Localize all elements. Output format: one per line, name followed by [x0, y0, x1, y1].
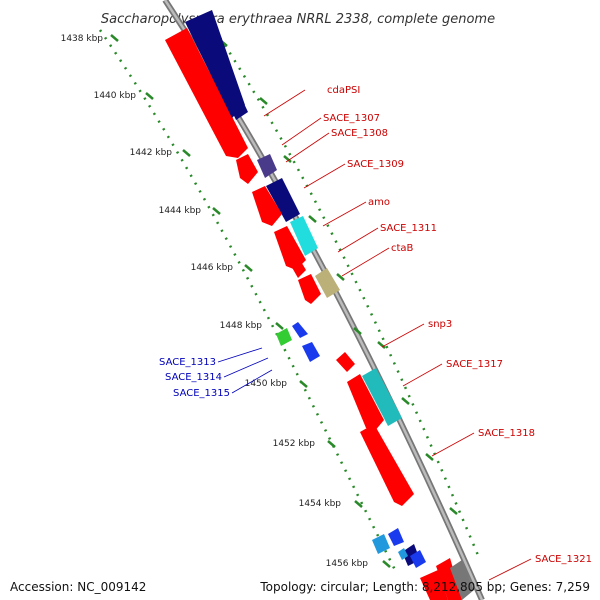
scale-tick-label: 1456 kbp: [326, 559, 369, 569]
gene-label: SACE_1307: [323, 113, 380, 124]
scale-tick-mark: [425, 453, 434, 461]
gene-label-leader: [303, 163, 346, 189]
gene-label: SACE_1314: [165, 372, 222, 383]
accession-text: Accession: NC_009142: [10, 580, 147, 594]
gene-label-leader: [231, 369, 273, 394]
scale-tick-label: 1440 kbp: [94, 91, 137, 101]
scale-tick-mark: [354, 500, 363, 508]
scale-tick-label: 1450 kbp: [245, 379, 288, 389]
gene-feature: [398, 548, 408, 560]
scale-tick-mark: [377, 341, 386, 349]
gene-feature: [372, 534, 390, 554]
gene-feature: [420, 570, 448, 600]
scale-tick-mark: [182, 149, 191, 157]
gene-label-leader: [337, 227, 379, 253]
scale-tick-mark: [382, 560, 391, 568]
scale-tick-label: 1452 kbp: [273, 439, 316, 449]
gene-feature: [252, 186, 282, 226]
gene-label: SACE_1315: [173, 388, 230, 399]
scale-tick-mark: [401, 397, 410, 405]
gene-label-leader: [381, 323, 425, 348]
gene-label: cdaPSI: [327, 85, 360, 96]
gene-feature: [360, 424, 414, 506]
gene-label: SACE_1311: [380, 223, 437, 234]
gene-features: [165, 10, 474, 600]
gene-label-leader: [402, 363, 443, 387]
gene-label: SACE_1309: [347, 159, 404, 170]
gene-feature: [436, 558, 462, 600]
gene-label-leader: [431, 432, 475, 457]
gene-feature: [336, 352, 355, 372]
scale-tick-label: 1438 kbp: [61, 34, 104, 44]
gene-label-leader: [341, 247, 390, 277]
scale-tick-label: 1446 kbp: [191, 263, 234, 273]
scale-tick-mark: [283, 155, 292, 163]
topology-text: Topology: circular; Length: 8,212,805 bp…: [260, 580, 590, 594]
scale-tick-mark: [299, 380, 308, 388]
gene-label-leader: [217, 347, 263, 363]
gene-label: amo: [368, 197, 390, 208]
gene-feature: [347, 374, 384, 432]
gene-feature: [290, 260, 306, 278]
scale-tick-label: 1448 kbp: [220, 321, 263, 331]
gene-label: SACE_1321: [535, 554, 592, 565]
scale-tick-mark: [353, 327, 362, 335]
gene-label-leader: [285, 132, 330, 163]
gene-feature: [236, 154, 258, 184]
gene-feature: [290, 216, 318, 256]
gene-label-leader: [281, 117, 322, 146]
gene-feature: [298, 274, 321, 304]
scale-tick-mark: [110, 34, 119, 42]
gene-label-leader: [488, 558, 532, 581]
gene-feature: [276, 328, 292, 346]
gene-label: SACE_1308: [331, 128, 388, 139]
gene-label: SACE_1317: [446, 359, 503, 370]
gene-feature: [362, 368, 402, 426]
scale-tick-mark: [308, 215, 317, 223]
scale-tick-label: 1442 kbp: [130, 148, 173, 158]
gene-feature: [205, 44, 248, 120]
scale-tick-mark: [327, 440, 336, 448]
scale-tick-mark: [145, 92, 154, 100]
gene-label: SACE_1313: [159, 357, 216, 368]
scale-ticks: 1438 kbp 1440 kbp 1442 kbp 1444 kbp 1446 kbp…: [61, 34, 458, 569]
gene-label: snp3: [428, 319, 452, 330]
gene-feature: [302, 342, 320, 362]
gene-label: ctaB: [391, 243, 414, 254]
gene-feature: [266, 178, 300, 222]
gene-feature: [315, 268, 340, 298]
scale-tick-mark: [275, 322, 284, 330]
scale-tick-mark: [449, 507, 458, 515]
gene-feature: [165, 28, 248, 158]
scale-tick-label: 1444 kbp: [159, 206, 202, 216]
gene-label-leader: [223, 357, 269, 378]
gene-label: SACE_1318: [478, 428, 535, 439]
scale-tick-label: 1454 kbp: [299, 499, 342, 509]
gene-label-leader: [263, 89, 306, 117]
gene-feature: [388, 528, 404, 546]
scale-line-outer: [213, 29, 482, 561]
gene-feature: [257, 154, 277, 178]
map-title: Saccharopolyspora erythraea NRRL 2338, c…: [101, 12, 495, 27]
scale-tick-mark: [212, 207, 221, 215]
scale-tick-mark: [259, 97, 268, 105]
scale-tick-mark: [244, 264, 253, 272]
gene-feature: [274, 226, 306, 270]
gene-feature: [410, 550, 426, 568]
scale-line-inner: [98, 29, 397, 571]
scale-tick-mark: [336, 273, 345, 281]
gene-feature: [292, 322, 308, 338]
gene-label-leader: [322, 201, 367, 227]
gene-feature: [450, 560, 474, 600]
